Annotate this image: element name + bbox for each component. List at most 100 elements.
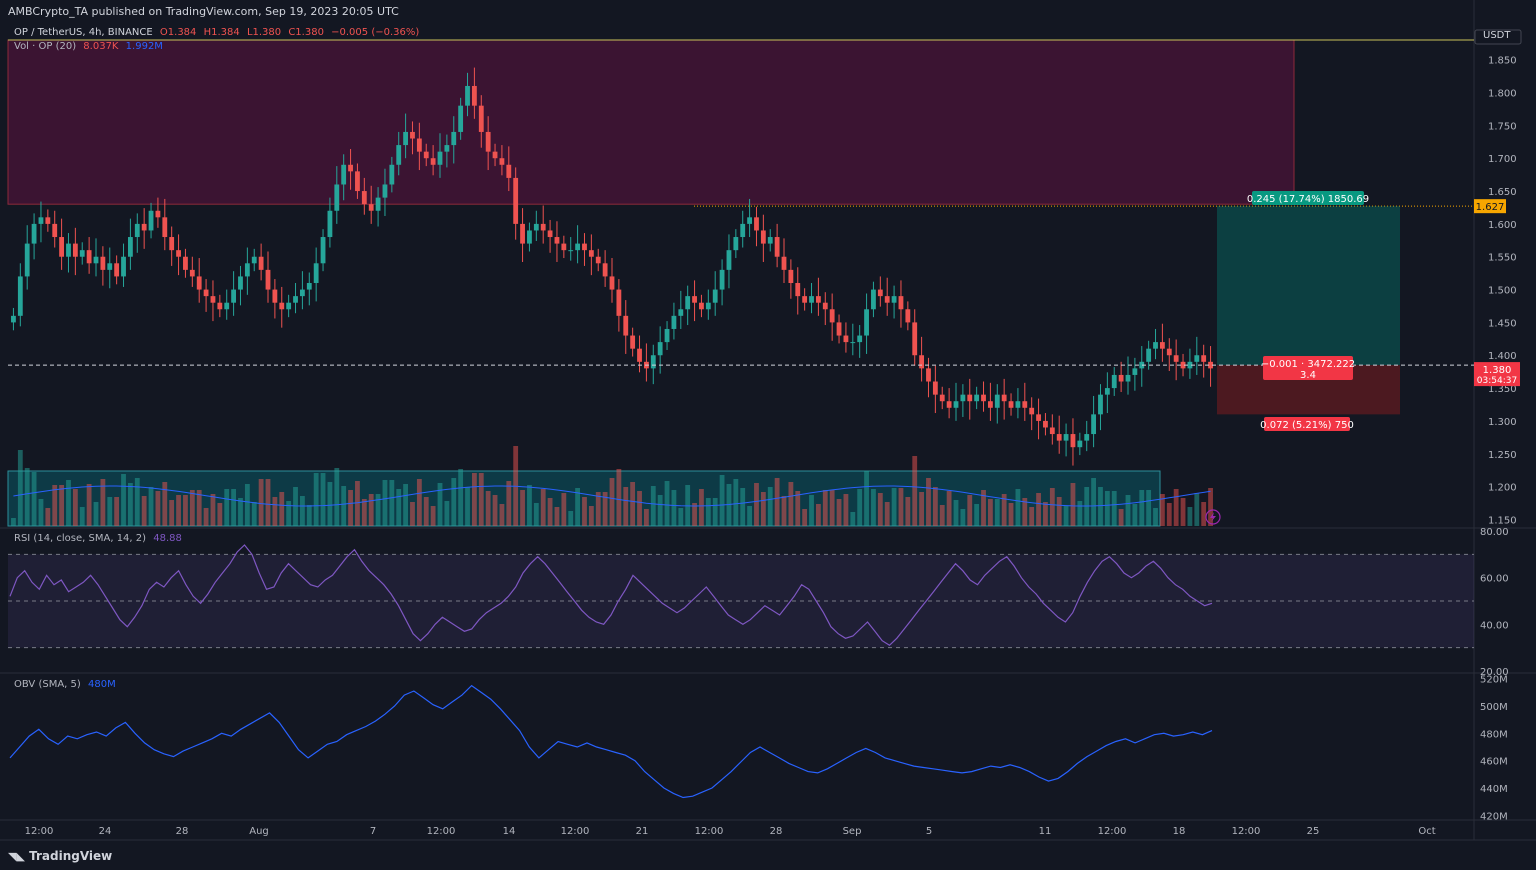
candle-body — [224, 302, 230, 310]
price-tick-label: 1.600 — [1488, 220, 1517, 231]
volume-bar — [79, 507, 85, 526]
volume-bar — [960, 509, 966, 526]
time-tick-label: 12:00 — [1232, 826, 1261, 837]
volume-bar — [520, 490, 525, 526]
current-price-tag-text: 1.380 — [1483, 365, 1512, 376]
volume-bar — [871, 489, 876, 526]
open-value: O1.384 — [159, 27, 197, 38]
volume-bar — [733, 479, 739, 526]
candle-body — [898, 296, 904, 310]
candle-body — [891, 296, 897, 303]
candle-body — [699, 302, 704, 310]
candle-body — [293, 296, 298, 303]
time-tick-label: 21 — [636, 826, 649, 837]
candle-body — [471, 85, 477, 106]
candle-body — [774, 237, 780, 257]
volume-bar — [1146, 490, 1152, 526]
volume-bar — [341, 486, 347, 526]
time-tick-label: 28 — [176, 826, 189, 837]
candle-body — [24, 243, 30, 277]
candle-body — [1063, 434, 1069, 441]
candle-body — [726, 250, 732, 270]
candle-body — [238, 276, 243, 290]
candle-body — [602, 263, 608, 277]
volume-bar — [623, 487, 629, 526]
volume-bar — [114, 497, 120, 526]
candle-body — [939, 394, 945, 402]
volume-bar — [293, 487, 298, 526]
candle-body — [540, 223, 546, 231]
candle-body — [926, 368, 931, 382]
volume-bar — [17, 450, 23, 526]
volume-bar — [1166, 503, 1172, 526]
rsi-tick-label: 20.00 — [1480, 667, 1509, 678]
candle-body — [802, 296, 808, 303]
volume-bar — [630, 482, 636, 526]
candle-body — [121, 256, 126, 277]
time-tick-label: 7 — [370, 826, 376, 837]
volume-bar — [981, 490, 986, 526]
candle-body — [740, 223, 746, 238]
lightning-icon-bolt — [1210, 512, 1216, 522]
volume-bar — [1056, 497, 1062, 526]
volume-ma-value: 1.992M — [125, 41, 163, 52]
candle-body — [871, 289, 876, 310]
position-stop-label-bg — [1264, 417, 1350, 431]
candle-body — [217, 302, 223, 310]
candle-body — [1139, 361, 1145, 369]
volume-bar — [382, 480, 388, 526]
countdown-tag-text: 03:54:37 — [1477, 376, 1517, 386]
tv-logo-icon: ◥◣ — [8, 850, 25, 863]
position-entry-label-text: −0.001 · 3472.222 — [1261, 359, 1355, 370]
volume-bar — [231, 489, 237, 526]
volume-bar — [740, 488, 746, 526]
volume-bar — [554, 507, 560, 526]
volume-bar — [1043, 502, 1048, 526]
candle-body — [183, 256, 188, 270]
candle-body — [1001, 394, 1007, 402]
candle-body — [987, 401, 993, 408]
obv-tick-label: 440M — [1480, 784, 1508, 795]
volume-bar — [1063, 506, 1069, 526]
candle-body — [843, 335, 849, 343]
volume-bar — [671, 490, 677, 526]
volume-bar — [465, 487, 470, 526]
volume-bar — [1132, 504, 1138, 526]
volume-bar — [809, 495, 814, 526]
candle-body — [299, 289, 305, 297]
candle-body — [781, 256, 787, 270]
volume-bar — [66, 480, 71, 526]
volume-bar — [430, 506, 436, 526]
obv-tick-label: 520M — [1480, 675, 1508, 686]
candle-body — [375, 197, 381, 211]
time-tick-label: 18 — [1173, 826, 1186, 837]
position-target-label-text: 0.245 (17.74%) 1850.69 — [1247, 194, 1369, 205]
candle-body — [17, 276, 23, 316]
volume-bar — [1015, 489, 1021, 526]
candle-body — [595, 256, 601, 264]
volume-bar — [410, 502, 415, 526]
volume-bar — [238, 498, 243, 526]
volume-bar — [637, 491, 642, 526]
candle-body — [767, 237, 773, 244]
rsi-band-fill — [8, 554, 1474, 648]
volume-bar — [196, 490, 202, 526]
candle-body — [664, 328, 670, 343]
candle-body — [155, 210, 161, 218]
candle-body — [561, 243, 567, 251]
volume-bar — [1153, 508, 1158, 526]
candle-body — [45, 217, 51, 224]
volume-bar — [1118, 509, 1124, 526]
candle-body — [251, 256, 257, 264]
candle-body — [1070, 434, 1076, 448]
close-value: C1.380 — [288, 27, 324, 38]
candle-body — [423, 151, 429, 159]
volume-bar — [946, 491, 952, 526]
volume-bar — [458, 469, 464, 526]
position-profit-zone — [1217, 206, 1400, 366]
volume-bar — [38, 499, 44, 526]
candle-body — [465, 85, 470, 106]
volume-bar — [348, 490, 353, 526]
